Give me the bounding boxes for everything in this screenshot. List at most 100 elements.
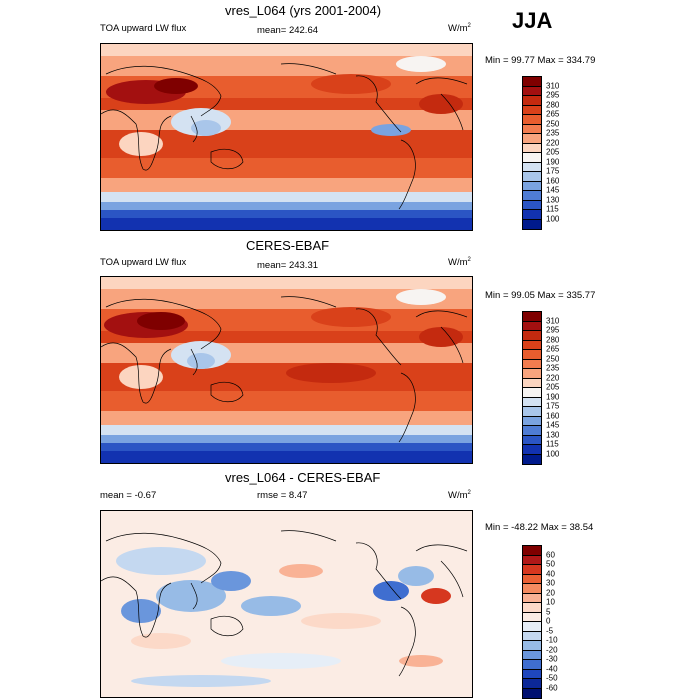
panel3-units: W/m2: [448, 490, 471, 502]
panel1-field-features: [106, 56, 463, 156]
colorbar-cell: [523, 210, 541, 220]
colorbar-cell: [523, 416, 541, 426]
panel3-minmax: Min = -48.22 Max = 38.54: [485, 522, 594, 533]
colorbar-cell: [523, 331, 541, 341]
colorbar-label: 265: [546, 109, 560, 119]
colorbar-label: 310: [546, 316, 560, 325]
colorbar-cell: [523, 593, 541, 603]
colorbar-label: -30: [546, 654, 558, 664]
colorbar-cell: [523, 622, 541, 632]
colorbar-cell: [523, 574, 541, 584]
colorbar-label: -10: [546, 635, 558, 645]
colorbar-label: 60: [546, 550, 555, 559]
colorbar-label: 100: [546, 449, 560, 458]
colorbar-label: 175: [546, 401, 560, 411]
panel2-map-field: [101, 277, 472, 463]
colorbar-label: 130: [546, 195, 560, 204]
panel3-colorbar: [522, 545, 542, 699]
colorbar-label: -60: [546, 683, 558, 692]
colorbar-cell: [523, 96, 541, 106]
colorbar-cell: [523, 200, 541, 210]
colorbar-label: 190: [546, 392, 560, 401]
colorbar-cell: [523, 350, 541, 360]
colorbar-cell: [523, 124, 541, 134]
colorbar-label: 280: [546, 100, 560, 109]
colorbar-label: 0: [546, 616, 551, 626]
colorbar-label: 20: [546, 588, 555, 597]
panel2-variable-label: TOA upward LW flux: [100, 257, 187, 268]
panel2-coastlines: [101, 296, 468, 443]
colorbar-label: 160: [546, 176, 560, 185]
colorbar-label: 265: [546, 344, 560, 354]
colorbar-label: 280: [546, 335, 560, 344]
panel2-minmax: Min = 99.05 Max = 335.77: [485, 290, 596, 301]
colorbar-cell: [523, 143, 541, 153]
colorbar-cell: [523, 669, 541, 679]
panel1-units: W/m2: [448, 23, 471, 35]
panel1-title: vres_L064 (yrs 2001-2004): [225, 3, 382, 18]
colorbar-cell: [523, 688, 541, 698]
colorbar-label: 175: [546, 166, 560, 176]
panel3-field-features: [116, 547, 451, 687]
colorbar-cell: [523, 77, 541, 87]
colorbar-label: 310: [546, 81, 560, 90]
colorbar-cell: [523, 641, 541, 651]
colorbar-cell: [523, 454, 541, 464]
colorbar-label: 205: [546, 147, 560, 157]
panel1-colorbar: [522, 76, 542, 230]
colorbar-cell: [523, 660, 541, 670]
colorbar-label: -20: [546, 645, 558, 654]
panel3-map-field: [101, 511, 472, 697]
colorbar-cell: [523, 321, 541, 331]
colorbar-cell: [523, 86, 541, 96]
colorbar-label: 40: [546, 569, 555, 578]
colorbar-cell: [523, 312, 541, 322]
colorbar-label: 50: [546, 559, 555, 569]
colorbar-cell: [523, 546, 541, 556]
colorbar-label: 100: [546, 214, 560, 223]
colorbar-cell: [523, 181, 541, 191]
colorbar-label: 145: [546, 420, 560, 430]
colorbar-cell: [523, 153, 541, 163]
colorbar-label: 115: [546, 204, 559, 214]
colorbar-label: -40: [546, 664, 558, 673]
season-label: JJA: [512, 8, 553, 33]
colorbar-label: 295: [546, 325, 560, 335]
colorbar-cell: [523, 426, 541, 436]
panel3-rmse-label: rmse = 8.47: [257, 490, 308, 501]
colorbar-cell: [523, 584, 541, 594]
colorbar-label: -5: [546, 626, 554, 635]
colorbar-cell: [523, 397, 541, 407]
colorbar-cell: [523, 219, 541, 229]
colorbar-cell: [523, 105, 541, 115]
panel3-title: vres_L064 - CERES-EBAF: [225, 470, 381, 485]
colorbar-label: 250: [546, 119, 560, 128]
colorbar-cell: [523, 407, 541, 417]
colorbar-cell: [523, 369, 541, 379]
panel3-mean-label: mean = -0.67: [100, 490, 157, 501]
panel1-map-field: [101, 44, 472, 230]
panel2-map: [100, 276, 473, 464]
panel1-map: [100, 43, 473, 231]
panel1-minmax: Min = 99.77 Max = 334.79: [485, 55, 596, 66]
colorbar-cell: [523, 134, 541, 144]
colorbar-label: 295: [546, 90, 560, 100]
colorbar-label: 235: [546, 128, 560, 138]
colorbar-label: 130: [546, 430, 560, 439]
colorbar-cell: [523, 378, 541, 388]
colorbar-label: 220: [546, 138, 560, 147]
panel2-units: W/m2: [448, 257, 471, 269]
panel3-map: [100, 510, 473, 698]
colorbar-label: 250: [546, 354, 560, 363]
panel1-coastlines: [101, 63, 468, 210]
panel1-variable-label: TOA upward LW flux: [100, 23, 187, 34]
colorbar-cell: [523, 445, 541, 455]
colorbar-cell: [523, 650, 541, 660]
panel1-mean-label: mean= 242.64: [257, 25, 319, 36]
colorbar-label: 190: [546, 157, 560, 166]
panel3-coastlines: [101, 530, 468, 677]
colorbar-cell: [523, 565, 541, 575]
colorbar-label: 115: [546, 439, 559, 449]
colorbar-cell: [523, 191, 541, 201]
colorbar-cell: [523, 172, 541, 182]
